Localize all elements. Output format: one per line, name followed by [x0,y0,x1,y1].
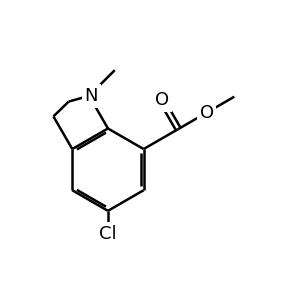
Text: Cl: Cl [99,225,117,243]
Text: O: O [155,91,170,109]
Text: O: O [200,104,214,122]
Text: N: N [85,87,98,105]
